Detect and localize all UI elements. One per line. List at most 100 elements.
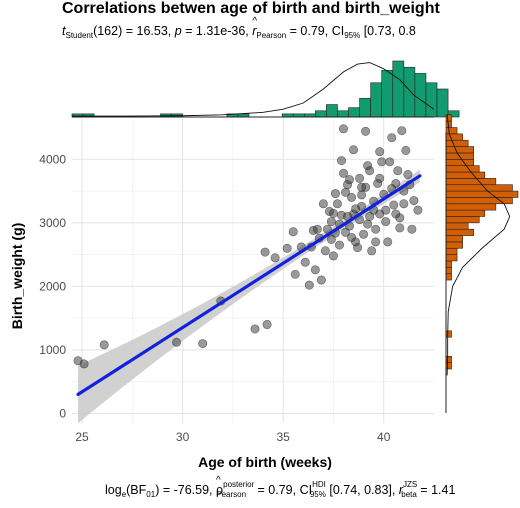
top-hist-bar bbox=[337, 110, 349, 118]
right-hist-bar bbox=[445, 247, 458, 255]
right-hist-bar bbox=[445, 235, 463, 243]
data-point bbox=[403, 170, 413, 180]
top-hist-bar bbox=[348, 107, 360, 118]
data-point bbox=[282, 243, 292, 253]
data-point bbox=[326, 217, 336, 227]
right-hist-bar bbox=[445, 133, 463, 141]
subtitle-p-label: p bbox=[174, 24, 182, 38]
regression-line-group bbox=[76, 174, 422, 397]
data-point bbox=[385, 157, 395, 167]
y-tick-label: 2000 bbox=[39, 279, 66, 293]
right-hist-bar bbox=[445, 228, 474, 236]
top-hist-bar bbox=[370, 82, 383, 118]
right-hist-bar bbox=[445, 362, 452, 370]
data-point bbox=[270, 253, 280, 263]
data-point bbox=[328, 251, 338, 261]
right-hist-bar bbox=[445, 146, 474, 154]
data-point bbox=[260, 247, 270, 257]
right-hist-bar bbox=[445, 171, 486, 179]
data-point bbox=[338, 168, 348, 178]
data-point bbox=[401, 145, 411, 155]
data-point bbox=[395, 223, 405, 233]
x-axis-label: Age of birth (weeks) bbox=[198, 454, 332, 470]
data-point bbox=[367, 246, 377, 256]
regression-line bbox=[76, 174, 422, 397]
caption-r-sub: beta bbox=[401, 490, 417, 499]
caption-r-label: r bbox=[398, 483, 404, 497]
data-point bbox=[262, 320, 272, 330]
data-point bbox=[381, 217, 391, 227]
right-hist-bar bbox=[445, 190, 519, 198]
data-point bbox=[347, 232, 357, 242]
right-hist-bar bbox=[445, 222, 469, 230]
right-hist-bar bbox=[445, 178, 497, 186]
data-point bbox=[399, 199, 409, 209]
right-hist-bar bbox=[445, 241, 463, 249]
data-point bbox=[387, 133, 397, 143]
data-point bbox=[353, 243, 363, 253]
y-tick-label: 1000 bbox=[39, 343, 66, 357]
data-point bbox=[79, 359, 89, 369]
data-point bbox=[308, 225, 318, 235]
top-hist-bar bbox=[392, 60, 405, 118]
caption-rho-sup: posterior bbox=[223, 480, 255, 489]
data-point bbox=[363, 219, 373, 229]
top-hist-bar bbox=[425, 82, 438, 118]
data-point bbox=[341, 227, 351, 237]
data-point bbox=[357, 190, 367, 200]
right-hist-bar bbox=[445, 330, 452, 338]
caption-r-sup: JZS bbox=[403, 480, 418, 489]
top-hist-bar bbox=[436, 88, 449, 118]
y-tick-label: 4000 bbox=[39, 152, 66, 166]
data-point bbox=[361, 126, 371, 136]
top-hist-bar bbox=[326, 104, 338, 118]
data-point bbox=[336, 156, 346, 166]
data-point bbox=[304, 280, 314, 290]
data-point bbox=[391, 209, 401, 219]
y-tick-label: 3000 bbox=[39, 216, 66, 230]
x-tick-label: 40 bbox=[377, 430, 391, 444]
caption-r-value: = 1.41 bbox=[416, 483, 456, 497]
x-tick-label: 35 bbox=[276, 430, 290, 444]
right-histogram bbox=[445, 114, 519, 413]
caption-hdi-value: [0.74, 0.83], bbox=[325, 483, 399, 497]
data-point bbox=[373, 178, 383, 188]
data-point bbox=[359, 229, 369, 239]
right-hist-bar bbox=[445, 267, 452, 274]
chart-subtitle: tStudent(162) = 16.53, p = 1.31e-36, rPe… bbox=[62, 16, 416, 40]
caption-rho-value: = 0.79, CI bbox=[254, 483, 313, 497]
data-point bbox=[338, 124, 348, 134]
data-point bbox=[355, 173, 365, 183]
subtitle-ci-sub: 95% bbox=[344, 31, 361, 40]
caption-hdi-sup: HDI bbox=[312, 480, 326, 489]
top-hist-bar bbox=[403, 66, 416, 118]
data-point bbox=[357, 182, 367, 192]
right-hist-bar bbox=[445, 273, 452, 281]
top-hist-bar bbox=[381, 70, 394, 118]
right-hist-bar bbox=[445, 127, 458, 135]
data-point bbox=[290, 269, 300, 279]
data-point bbox=[349, 145, 359, 155]
data-point bbox=[409, 196, 419, 206]
data-point bbox=[375, 209, 385, 219]
top-histogram bbox=[71, 60, 460, 118]
top-hist-bar bbox=[359, 98, 371, 118]
data-point bbox=[250, 324, 260, 334]
subtitle-p-value: = 1.31e-36, bbox=[181, 24, 253, 38]
right-hist-bar bbox=[445, 260, 452, 268]
subtitle-r-sub: Pearson bbox=[256, 31, 287, 40]
data-point bbox=[397, 126, 407, 136]
data-point bbox=[389, 200, 399, 210]
right-hist-bar bbox=[445, 209, 486, 217]
grid-lines bbox=[72, 118, 434, 423]
y-tick-label: 0 bbox=[59, 406, 66, 420]
caption-bf-sub2: 01 bbox=[146, 490, 156, 499]
top-hist-bar bbox=[414, 73, 427, 118]
x-tick-label: 30 bbox=[176, 430, 190, 444]
data-point bbox=[371, 224, 381, 234]
data-point bbox=[310, 265, 320, 275]
data-point bbox=[330, 189, 340, 199]
subtitle-r-label: r bbox=[252, 16, 257, 38]
caption-hdi-sub: 95% bbox=[309, 490, 326, 499]
